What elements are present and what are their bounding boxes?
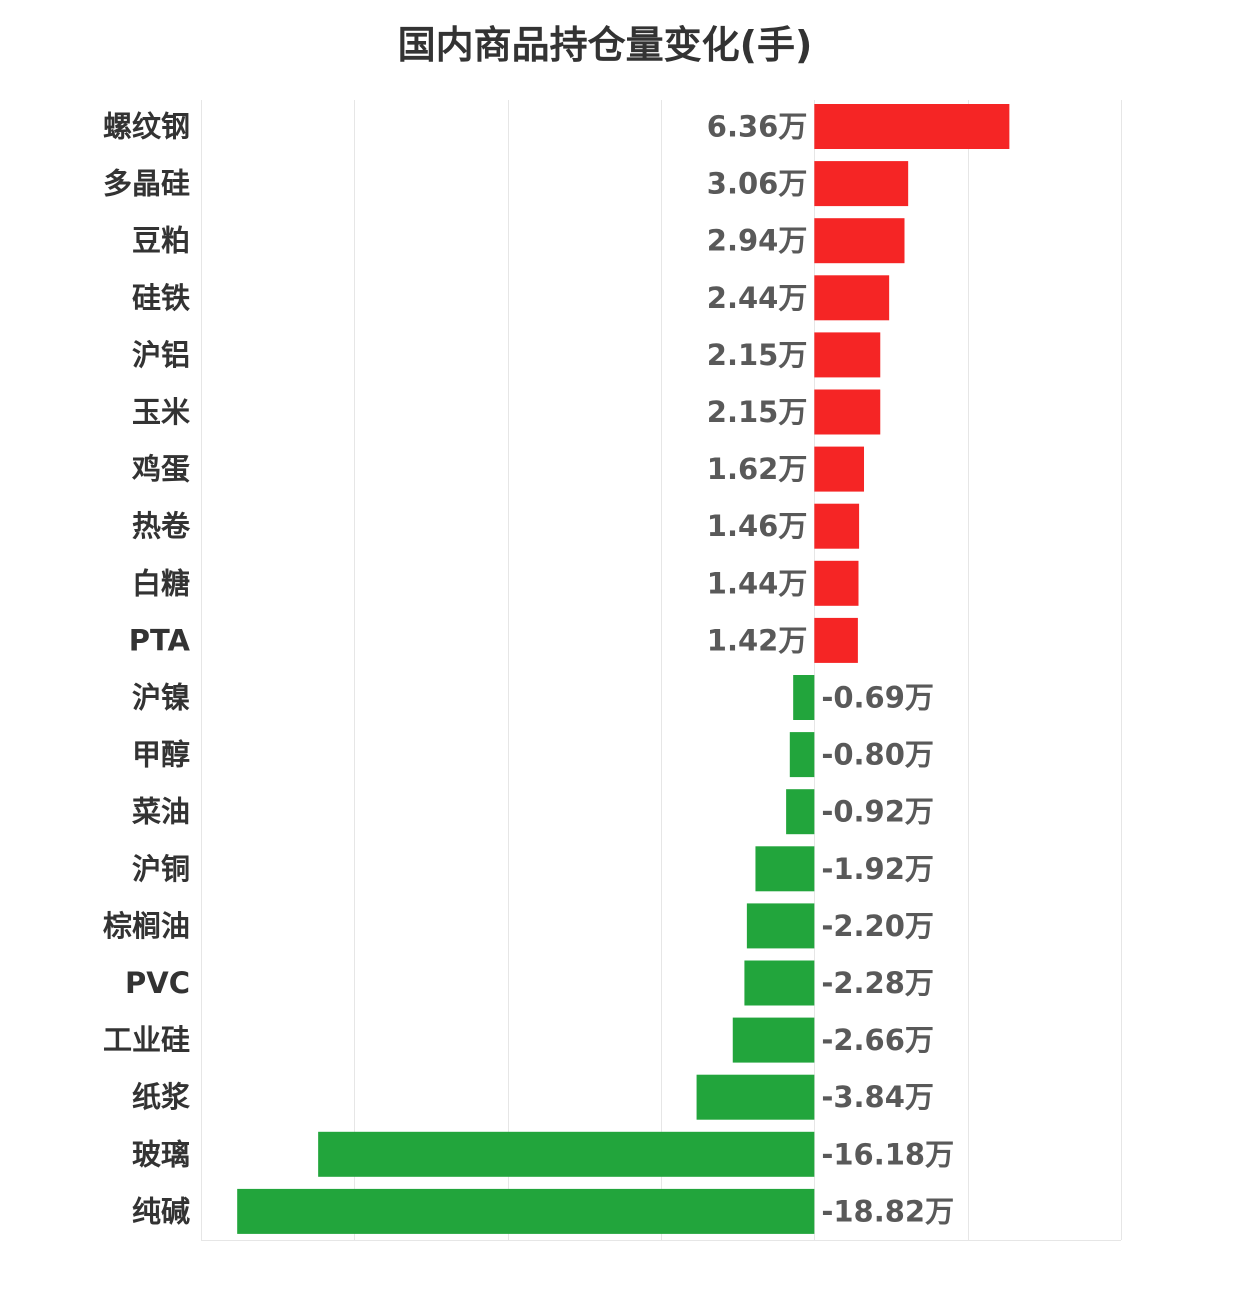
bars bbox=[237, 104, 1010, 1234]
category-label: 棕榈油 bbox=[103, 909, 190, 943]
bar bbox=[814, 503, 860, 549]
value-label: -0.80万 bbox=[821, 738, 934, 772]
bar bbox=[814, 446, 865, 492]
bar bbox=[732, 1017, 815, 1063]
bar bbox=[755, 846, 815, 892]
category-label: 玻璃 bbox=[132, 1137, 190, 1171]
value-label: -18.82万 bbox=[821, 1194, 954, 1228]
value-label: 2.15万 bbox=[707, 338, 808, 372]
category-label: 豆粕 bbox=[132, 224, 190, 258]
bar bbox=[744, 960, 815, 1006]
value-label: -1.92万 bbox=[821, 852, 934, 886]
value-label: -2.28万 bbox=[821, 966, 934, 1000]
category-label: 热卷 bbox=[132, 509, 191, 543]
value-label: 1.62万 bbox=[707, 452, 808, 486]
value-label: 3.06万 bbox=[707, 167, 808, 201]
value-label: -16.18万 bbox=[821, 1137, 954, 1171]
category-label: PTA bbox=[129, 623, 191, 657]
value-label: 1.44万 bbox=[707, 566, 808, 600]
value-label: -3.84万 bbox=[821, 1080, 934, 1114]
category-label: 纸浆 bbox=[132, 1080, 191, 1114]
value-label: 2.94万 bbox=[707, 224, 808, 258]
category-label: 菜油 bbox=[132, 795, 190, 829]
category-label: 硅铁 bbox=[132, 281, 190, 315]
category-label: 纯碱 bbox=[132, 1194, 190, 1228]
category-label: 沪铝 bbox=[132, 338, 190, 372]
category-label: 工业硅 bbox=[103, 1023, 190, 1057]
bar bbox=[789, 732, 815, 778]
value-label: 2.44万 bbox=[707, 281, 808, 315]
bar bbox=[746, 903, 815, 949]
category-label: 白糖 bbox=[132, 566, 190, 600]
bar bbox=[696, 1074, 815, 1120]
grid-lines bbox=[201, 100, 1122, 1241]
bar bbox=[814, 389, 881, 435]
value-label: -0.69万 bbox=[821, 681, 934, 715]
bar bbox=[318, 1131, 815, 1177]
bar bbox=[814, 161, 909, 207]
category-label: 螺纹钢 bbox=[103, 110, 190, 144]
value-label: -2.66万 bbox=[821, 1023, 934, 1057]
bar bbox=[814, 617, 858, 663]
category-label: 沪镍 bbox=[132, 681, 190, 715]
bar bbox=[814, 560, 859, 606]
value-label: 1.42万 bbox=[707, 623, 808, 657]
bar bbox=[237, 1188, 815, 1234]
bar bbox=[786, 789, 815, 835]
bar bbox=[814, 275, 890, 321]
category-label: 鸡蛋 bbox=[132, 452, 190, 486]
bar bbox=[814, 332, 881, 378]
category-label: 沪铜 bbox=[132, 852, 190, 886]
bar bbox=[814, 218, 905, 264]
category-label: 甲醇 bbox=[132, 738, 190, 772]
value-labels: 6.36万 3.06万 2.94万 2.44万 2.15万 2.15万 1.62万 1.46万… bbox=[707, 110, 954, 1229]
category-label: 多晶硅 bbox=[103, 167, 190, 201]
value-label: 6.36万 bbox=[707, 110, 808, 144]
value-label: 2.15万 bbox=[707, 395, 808, 429]
chart-title: 国内商品持仓量变化(手) bbox=[397, 23, 813, 67]
category-label: PVC bbox=[125, 966, 190, 1000]
value-label: 1.46万 bbox=[707, 509, 808, 543]
bar bbox=[793, 675, 815, 720]
value-label: -0.92万 bbox=[821, 795, 934, 829]
bar bbox=[814, 104, 1010, 149]
category-label: 玉米 bbox=[132, 395, 190, 429]
value-label: -2.20万 bbox=[821, 909, 934, 943]
